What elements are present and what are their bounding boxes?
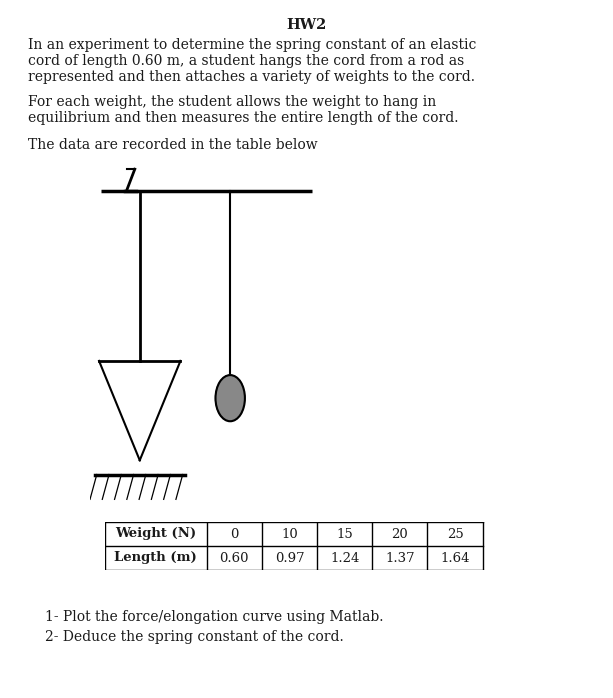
- Text: 25: 25: [447, 528, 463, 540]
- Text: 1.24: 1.24: [330, 551, 359, 565]
- Text: 2- Deduce the spring constant of the cord.: 2- Deduce the spring constant of the cor…: [45, 630, 344, 644]
- Text: 0.97: 0.97: [275, 551, 304, 565]
- Text: 0.60: 0.60: [219, 551, 249, 565]
- Text: 1.64: 1.64: [440, 551, 470, 565]
- Text: 10: 10: [281, 528, 298, 540]
- Text: equilibrium and then measures the entire length of the cord.: equilibrium and then measures the entire…: [28, 111, 459, 125]
- Text: represented and then attaches a variety of weights to the cord.: represented and then attaches a variety …: [28, 70, 475, 84]
- Text: Weight (N): Weight (N): [115, 528, 196, 540]
- Text: The data are recorded in the table below: The data are recorded in the table below: [28, 138, 318, 152]
- Text: cord of length 0.60 m, a student hangs the cord from a rod as: cord of length 0.60 m, a student hangs t…: [28, 54, 464, 68]
- Circle shape: [216, 375, 245, 422]
- Text: 1- Plot the force/elongation curve using Matlab.: 1- Plot the force/elongation curve using…: [45, 610, 384, 624]
- Text: HW2: HW2: [287, 18, 327, 32]
- Text: For each weight, the student allows the weight to hang in: For each weight, the student allows the …: [28, 95, 436, 109]
- Text: 15: 15: [337, 528, 353, 540]
- Text: 20: 20: [392, 528, 408, 540]
- Text: In an experiment to determine the spring constant of an elastic: In an experiment to determine the spring…: [28, 38, 476, 52]
- Text: Length (m): Length (m): [115, 551, 197, 565]
- Text: 1.37: 1.37: [385, 551, 414, 565]
- Text: 0: 0: [230, 528, 238, 540]
